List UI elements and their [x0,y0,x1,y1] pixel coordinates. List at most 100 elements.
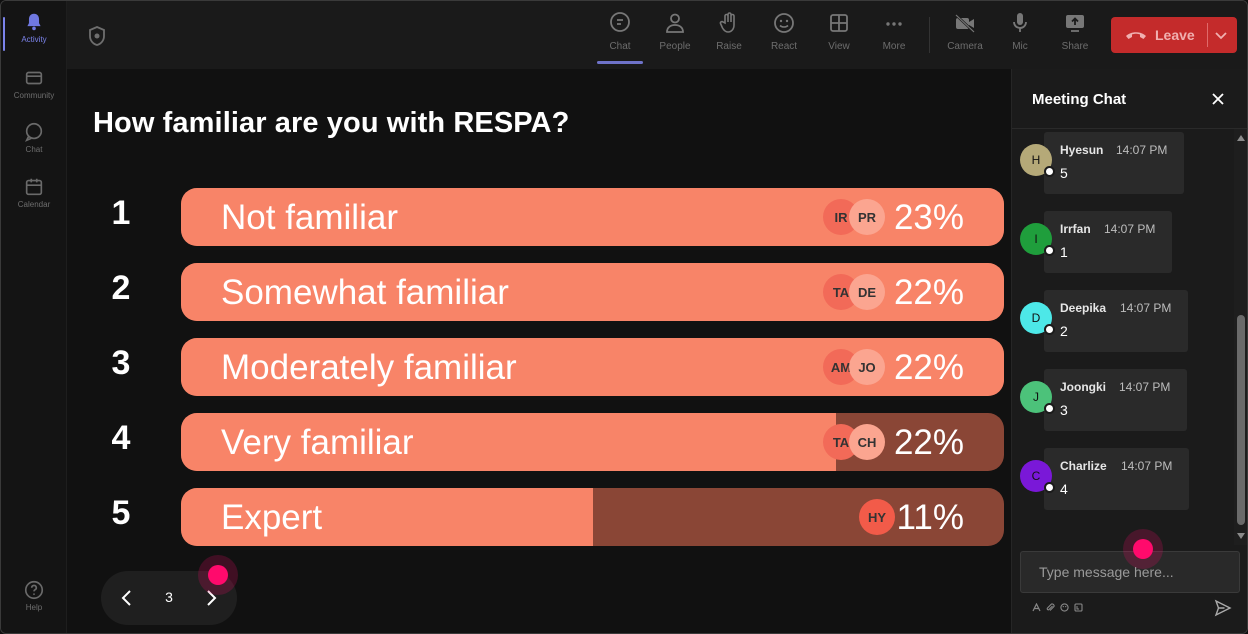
voter-avatar: PR [849,199,885,235]
poll-option-percent: 22% [893,423,964,462]
poll-option-bar[interactable]: Expert 11% HY [181,488,1004,546]
people-icon [666,13,684,33]
rail-item-chat[interactable]: Chat [1,121,67,169]
grid-icon [830,14,848,32]
mic-button[interactable]: Mic [993,11,1047,63]
poll-option-fill [181,413,836,471]
camera-off-icon [955,14,975,33]
poll-option-number: 3 [111,344,131,382]
poll-option-label: Moderately familiar [221,348,517,387]
message-timestamp: 14:07 PM [1121,459,1173,473]
message-timestamp: 14:07 PM [1104,222,1156,236]
chat-message: Hyesun 14:07 PM 5 H [1012,132,1242,196]
poll-option-label: Not familiar [221,198,398,237]
voter-avatar: HY [859,499,895,535]
presence-status-icon [1044,166,1055,177]
cursor-indicator [1133,539,1153,559]
emoji-icon[interactable] [1060,603,1069,612]
share-label: Share [1061,41,1089,52]
avatar[interactable]: H [1020,144,1052,176]
bell-icon [27,13,41,31]
meeting-chat-panel: Meeting Chat Hyesun 14:07 PM 5 H Irrfan 14:07… [1011,69,1247,633]
share-button[interactable]: Share [1048,11,1102,63]
format-text-icon[interactable] [1032,603,1041,612]
chat-message: Irrfan 14:07 PM 1 I [1012,211,1242,275]
message-bubble: Deepika 14:07 PM 2 [1044,290,1188,352]
camera-button[interactable]: Camera [938,11,992,63]
poll-option-percent: 22% [893,348,964,387]
leave-divider [1207,23,1208,47]
rail-item-label: Chat [25,145,43,154]
chat-message: Deepika 14:07 PM 2 D [1012,290,1242,354]
message-timestamp: 14:07 PM [1116,143,1168,157]
help-icon [24,580,44,600]
left-rail: Activity Community Chat Calendar Help [1,1,67,633]
people-label: People [659,41,691,52]
shield-icon[interactable] [87,25,107,47]
send-icon[interactable] [1214,599,1232,617]
chevron-right-icon[interactable] [201,588,221,608]
raise-hand-icon [719,12,735,33]
poll-option-bar[interactable]: Not familiar 23% IR PR [181,188,1004,246]
share-screen-icon [1066,15,1084,32]
rail-item-label: Community [13,91,55,100]
poll-option-bar[interactable]: Moderately familiar 22% AM JO [181,338,1004,396]
poll-option-number: 1 [111,194,131,232]
poll-option-number: 2 [111,269,131,307]
community-icon [25,71,43,85]
rail-item-calendar[interactable]: Calendar [1,176,67,224]
voter-avatar: JO [849,349,885,385]
poll-option-percent: 23% [893,198,964,237]
more-label: More [882,41,906,52]
presence-status-icon [1044,482,1055,493]
chevron-left-icon[interactable] [117,588,137,608]
react-button[interactable]: React [757,11,811,63]
leave-button[interactable]: Leave [1111,17,1237,53]
raise-hand-button[interactable]: Raise [702,11,756,63]
chat-label: Chat [609,41,631,52]
chat-icon [610,12,630,32]
react-label: React [770,41,798,52]
mic-label: Mic [1012,41,1028,52]
chat-button[interactable]: Chat [593,11,647,64]
chat-scrollbar[interactable] [1234,129,1247,545]
attach-icon[interactable] [1046,603,1055,612]
more-button[interactable]: More [867,11,921,63]
view-button[interactable]: View [812,11,866,63]
message-timestamp: 14:07 PM [1120,301,1172,315]
rail-item-help[interactable]: Help [1,579,67,627]
view-label: View [828,41,850,52]
hang-up-icon [1126,32,1146,39]
scrollbar-thumb[interactable] [1237,315,1245,525]
message-sender: Irrfan [1060,222,1091,236]
chat-message-input[interactable] [1020,551,1240,593]
gif-icon[interactable] [1074,603,1083,612]
rail-item-activity[interactable]: Activity [1,11,67,59]
poll-option-bar[interactable]: Somewhat familiar 22% TA DE [181,263,1004,321]
toolbar-divider [929,17,930,53]
poll-stage: How familiar are you with RESPA? 1 Not fa… [67,69,1011,633]
chevron-down-icon[interactable] [1213,27,1229,43]
rail-item-community[interactable]: Community [1,67,67,115]
voter-avatar: DE [849,274,885,310]
message-body: 4 [1060,481,1068,497]
scroll-up-arrow-icon[interactable] [1237,135,1245,141]
chat-title: Meeting Chat [1032,91,1127,108]
chat-header: Meeting Chat [1012,69,1247,129]
people-button[interactable]: People [648,11,702,63]
close-icon[interactable] [1210,91,1226,107]
avatar[interactable]: J [1020,381,1052,413]
rail-item-label: Calendar [17,200,51,209]
poll-option-bar[interactable]: Very familiar 22% TA CH [181,413,1004,471]
avatar[interactable]: I [1020,223,1052,255]
leave-label: Leave [1155,27,1195,43]
scroll-down-arrow-icon[interactable] [1237,533,1245,539]
message-bubble: Charlize 14:07 PM 4 [1044,448,1189,510]
chat-message: Joongki 14:07 PM 3 J [1012,369,1242,433]
message-body: 5 [1060,165,1068,181]
mic-icon [1013,13,1027,32]
chat-message: Charlize 14:07 PM 4 C [1012,448,1242,512]
message-sender: Charlize [1060,459,1107,473]
smiley-icon [774,13,794,33]
raise-label: Raise [716,41,742,52]
